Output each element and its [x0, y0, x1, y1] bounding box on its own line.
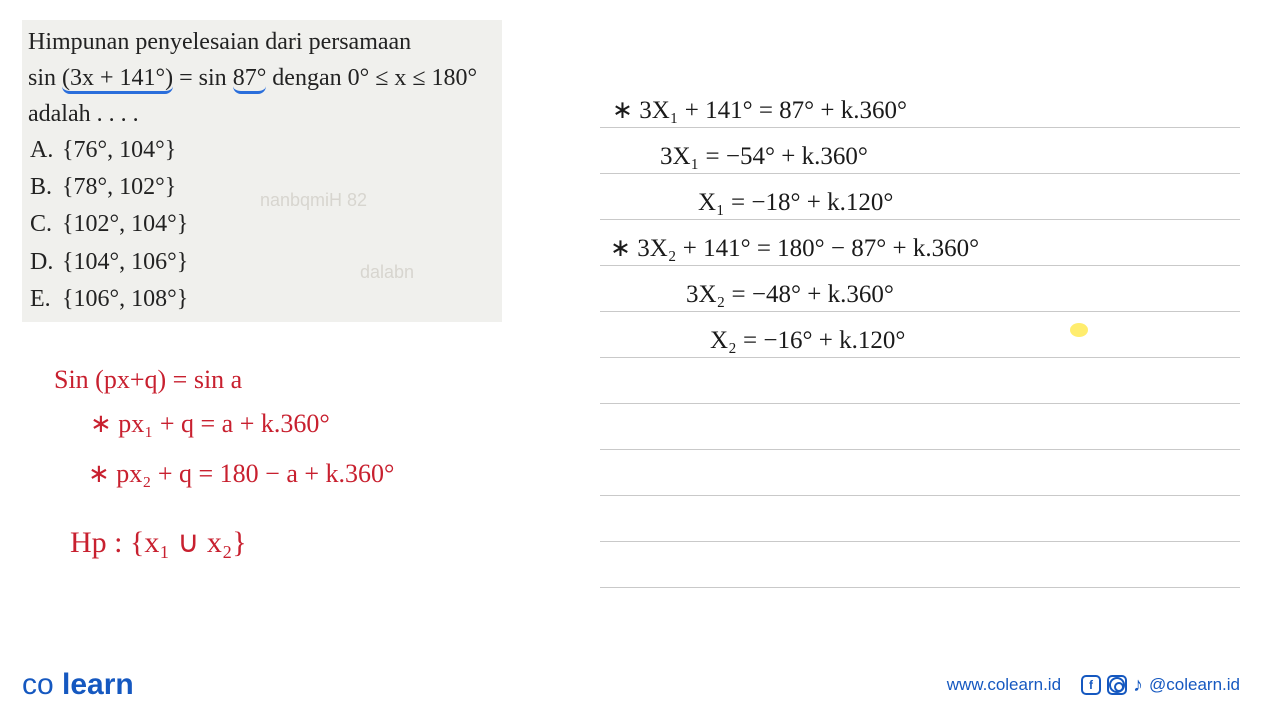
footer-bar: co learn www.colearn.id f ♪ @colearn.id	[22, 668, 1240, 702]
bleed-text-1: nanbqmiH 82	[260, 190, 367, 211]
ruled-line	[600, 450, 1240, 496]
question-line-3: adalah . . . .	[28, 96, 496, 132]
q2-underline-1: (3x + 141°)	[62, 65, 173, 94]
ruled-notebook-area: ∗ 3X₁ + 141° = 87° + k.360° 3X₁ = −54° +…	[600, 82, 1240, 588]
ruled-line: ∗ 3X₁ + 141° = 87° + k.360°	[600, 82, 1240, 128]
ruled-line: X₁ = −18° + k.120°	[600, 174, 1240, 220]
black-work-5: 3X₂ = −48° + k.360°	[686, 281, 894, 309]
red-work-4: Hp : {x₁ ∪ x₂}	[70, 520, 247, 567]
bleed-text-2: dalabn	[360, 262, 414, 283]
ruled-line	[600, 404, 1240, 450]
logo-learn: learn	[62, 668, 134, 701]
q2-underline-2: 87°	[233, 65, 267, 94]
tiktok-icon: ♪	[1133, 674, 1143, 697]
ruled-line: ∗ 3X₂ + 141° = 180° − 87° + k.360°	[600, 220, 1240, 266]
black-work-3: X₁ = −18° + k.120°	[698, 189, 893, 217]
footer-handle: @colearn.id	[1149, 675, 1240, 695]
option-d: D.{104°, 106°}	[30, 244, 496, 281]
q2-post: dengan 0° ≤ x ≤ 180°	[266, 65, 477, 91]
ruled-line: 3X₂ = −48° + k.360°	[600, 266, 1240, 312]
ruled-line	[600, 358, 1240, 404]
red-work-1: Sin (px+q) = sin a	[54, 360, 242, 400]
option-c: C.{102°, 104°}	[30, 206, 496, 243]
footer-right: www.colearn.id f ♪ @colearn.id	[947, 674, 1240, 697]
highlight-marker-icon	[1070, 323, 1088, 337]
ruled-line	[600, 542, 1240, 588]
black-work-4: ∗ 3X₂ + 141° = 180° − 87° + k.360°	[610, 233, 979, 263]
brand-logo: co learn	[22, 668, 134, 702]
black-work-6: X₂ = −16° + k.120°	[710, 327, 905, 355]
instagram-icon	[1107, 675, 1127, 695]
ruled-line: X₂ = −16° + k.120°	[600, 312, 1240, 358]
black-work-2: 3X₁ = −54° + k.360°	[660, 143, 868, 171]
question-line-2: sin (3x + 141°) = sin 87° dengan 0° ≤ x …	[28, 60, 496, 96]
ruled-line: 3X₁ = −54° + k.360°	[600, 128, 1240, 174]
logo-co: co	[22, 668, 62, 701]
black-work-1: ∗ 3X₁ + 141° = 87° + k.360°	[612, 95, 907, 125]
footer-url: www.colearn.id	[947, 675, 1061, 695]
ruled-line	[600, 496, 1240, 542]
q2-pre: sin	[28, 65, 62, 91]
question-line-1: Himpunan penyelesaian dari persamaan	[28, 24, 496, 60]
option-e: E.{106°, 108°}	[30, 281, 496, 318]
red-work-2: ∗ px₁ + q = a + k.360°	[90, 404, 330, 444]
q2-mid: = sin	[173, 65, 233, 91]
option-a: A.{76°, 104°}	[30, 132, 496, 169]
social-icons: f ♪ @colearn.id	[1081, 674, 1240, 697]
question-panel: Himpunan penyelesaian dari persamaan sin…	[22, 20, 502, 322]
red-work-3: ∗ px₂ + q = 180 − a + k.360°	[88, 454, 394, 494]
facebook-icon: f	[1081, 675, 1101, 695]
